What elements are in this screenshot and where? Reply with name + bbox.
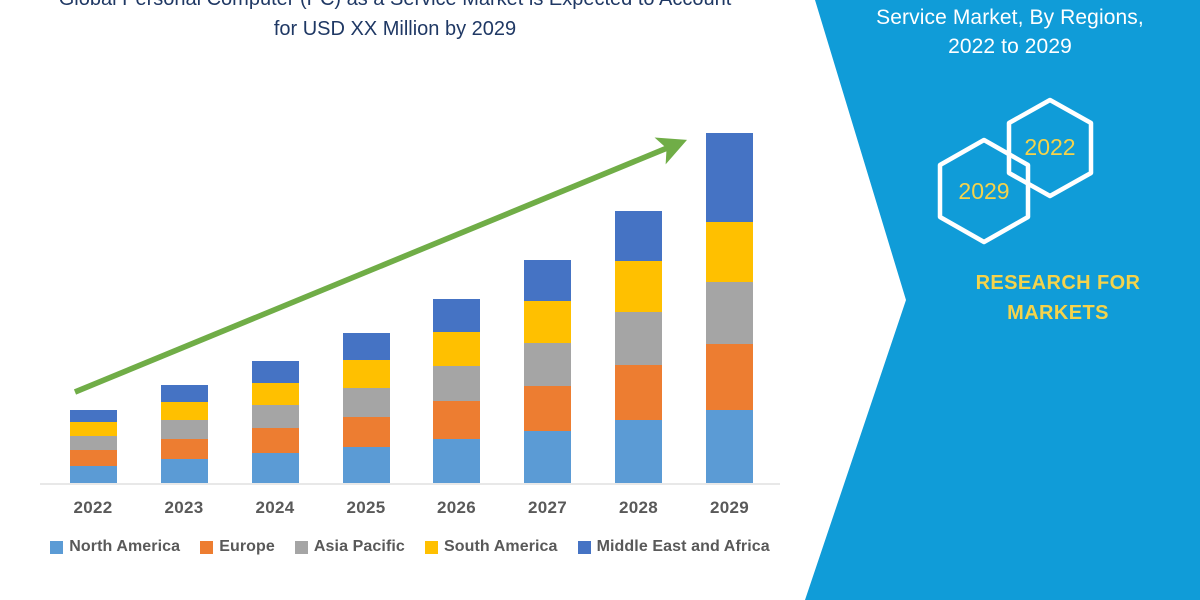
bar-segment <box>524 301 571 343</box>
legend-label: South America <box>443 538 558 555</box>
bar-segment <box>69 422 117 436</box>
bar-segment <box>433 401 480 439</box>
bar-segment <box>251 405 299 428</box>
legend-item: Europe <box>200 538 275 556</box>
legend-swatch-icon <box>424 540 438 554</box>
x-tick-2022: 2022 <box>73 498 113 517</box>
bar-segment <box>706 133 753 222</box>
bar-segment <box>251 453 299 483</box>
bar-2023 <box>160 385 208 483</box>
bar-segment <box>251 361 299 383</box>
brand-name-line-2: MARKETS <box>1007 302 1109 324</box>
bar-segment <box>160 385 208 402</box>
bar-segment <box>342 417 390 447</box>
bar-chart: 2022 2023 2024 2025 2026 2027 2028 2029 <box>40 133 780 517</box>
bar-2025 <box>342 333 390 483</box>
bar-segment <box>160 402 208 420</box>
legend-swatch-icon <box>294 540 308 554</box>
bar-segment <box>706 344 753 410</box>
bar-segment <box>706 282 753 344</box>
bar-segment <box>524 431 571 483</box>
hexagon-badge-2029: 2029 <box>931 135 1037 251</box>
bar-2022 <box>69 410 117 483</box>
hexagon-2029-label: 2029 <box>958 178 1009 204</box>
x-tick-2023: 2023 <box>164 498 204 517</box>
bar-segment <box>342 360 390 388</box>
bar-segment <box>433 332 480 366</box>
panel-heading: Global Personal Computer (PC) as a Servi… <box>876 6 1144 58</box>
legend-item: Asia Pacific <box>294 538 405 556</box>
bar-segment <box>706 222 753 282</box>
bar-segment <box>524 386 571 431</box>
bar-segment <box>160 459 208 483</box>
hexagon-2022-label: 2022 <box>1024 134 1075 160</box>
legend-label: Europe <box>219 538 275 555</box>
legend-swatch-icon <box>577 540 591 554</box>
chart-legend: North America Europe Asia Pacific South Ame… <box>40 538 780 556</box>
brand-name-line-1: RESEARCH FOR <box>975 272 1141 294</box>
x-tick-2026: 2026 <box>436 498 477 517</box>
legend-label: North America <box>69 538 181 555</box>
legend-swatch-icon <box>50 540 64 554</box>
bar-segment <box>69 436 117 450</box>
bar-segment <box>69 450 117 466</box>
legend-item: South America <box>424 538 558 556</box>
bar-segment <box>251 383 299 405</box>
brand-panel <box>805 0 1200 600</box>
bar-segment <box>433 366 480 401</box>
bar-2024 <box>251 361 299 483</box>
bar-segment <box>342 388 390 417</box>
legend-swatch-icon <box>200 540 214 554</box>
bar-segment <box>706 410 753 483</box>
x-tick-2028: 2028 <box>618 498 659 517</box>
bar-segment <box>615 420 662 483</box>
bar-segment <box>433 299 480 332</box>
bar-2026 <box>433 299 480 483</box>
bar-2027 <box>524 260 571 483</box>
bar-segment <box>342 447 390 483</box>
bar-segment <box>615 261 662 312</box>
bar-segment <box>524 260 571 301</box>
chart-baseline <box>40 483 780 485</box>
bar-2029 <box>706 133 753 483</box>
bar-segment <box>615 312 662 365</box>
bar-2028 <box>615 211 662 483</box>
page-title: Global Personal Computer (PC) as a Servi… <box>59 0 732 40</box>
bar-segment <box>342 333 390 360</box>
legend-item: Middle East and Africa <box>577 538 770 556</box>
bar-segment <box>69 410 117 422</box>
bar-segment <box>615 211 662 261</box>
bar-segment <box>160 439 208 459</box>
legend-label: Middle East and Africa <box>596 538 770 555</box>
bar-segment <box>433 439 480 483</box>
bar-segment <box>251 428 299 453</box>
x-tick-2027: 2027 <box>527 498 568 517</box>
bar-segment <box>615 365 662 420</box>
legend-label: Asia Pacific <box>313 538 405 555</box>
x-tick-2024: 2024 <box>255 498 295 517</box>
bar-segment <box>160 420 208 439</box>
x-tick-2029: 2029 <box>709 498 750 517</box>
legend-item: North America <box>50 538 180 556</box>
x-tick-2025: 2025 <box>346 498 386 517</box>
hexagon-badge-2022: 2022 <box>1000 95 1100 205</box>
bar-segment <box>524 343 571 386</box>
bar-segment <box>69 466 117 483</box>
